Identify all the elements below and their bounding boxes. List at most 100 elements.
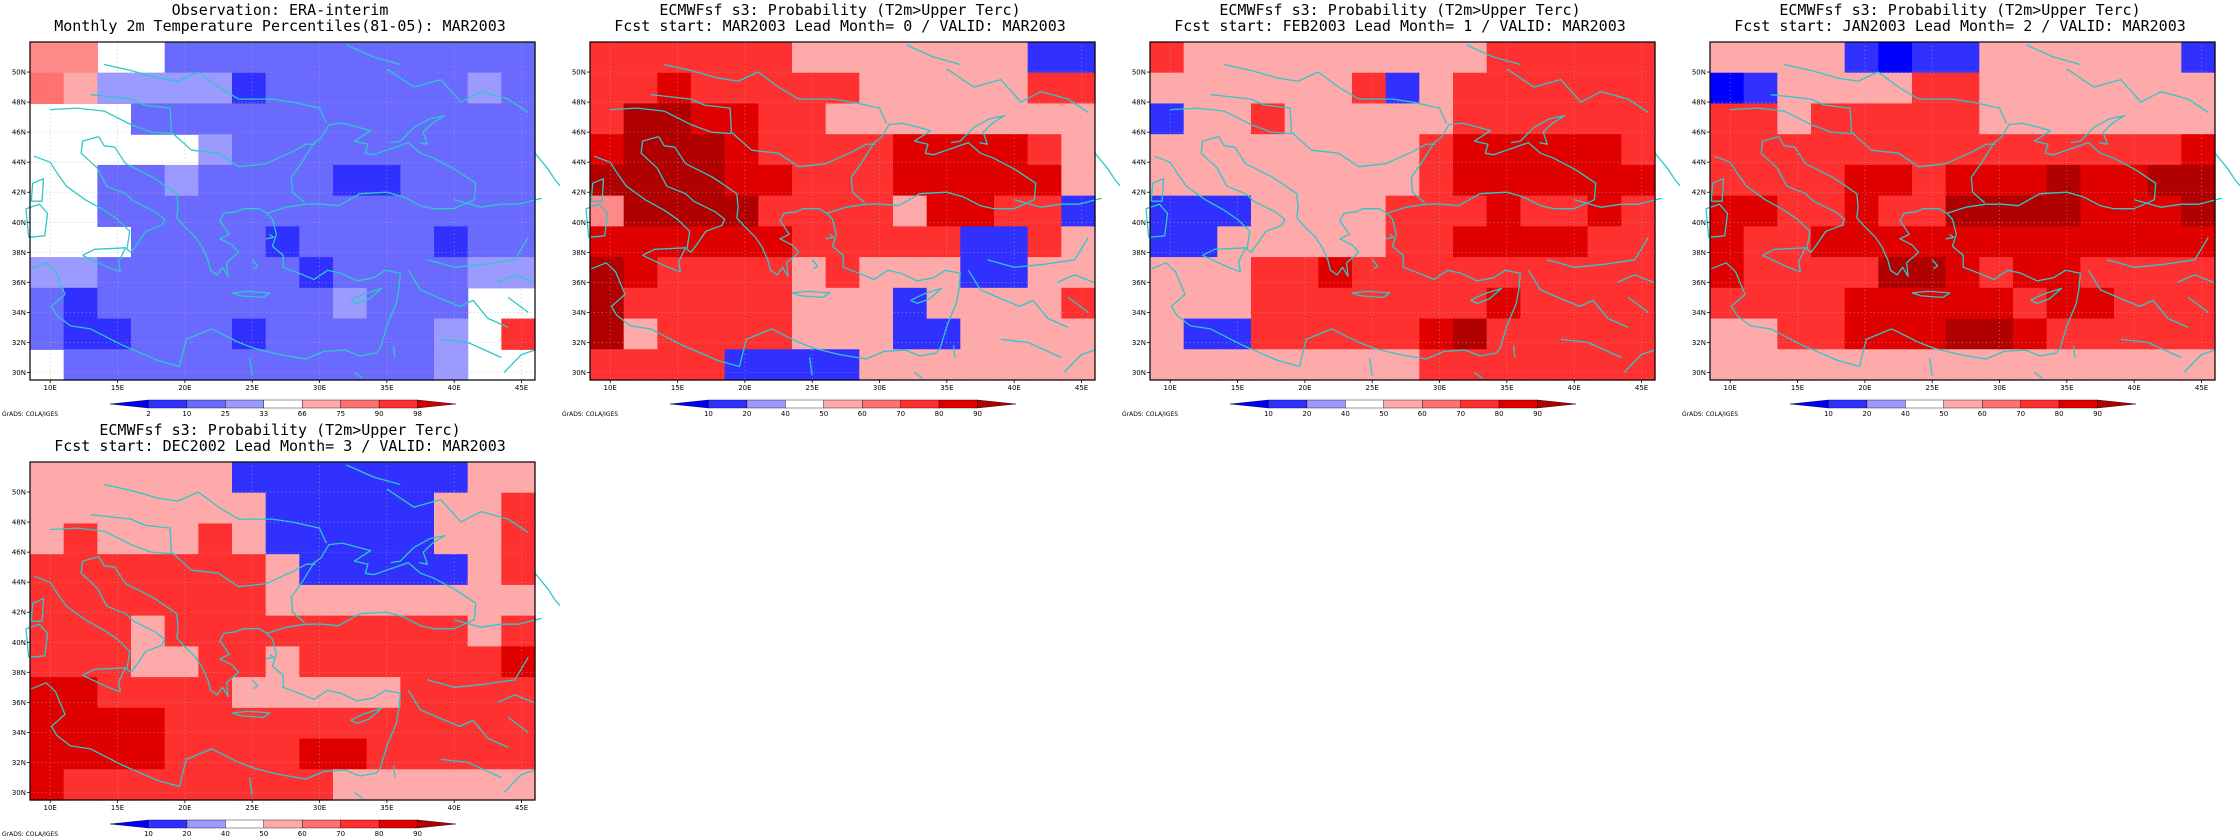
grid-cell: [30, 615, 65, 647]
grid-cell: [1217, 134, 1252, 166]
grid-cell: [63, 677, 98, 709]
grid-cell: [1520, 164, 1555, 197]
lat-tick-label: 32N: [1132, 339, 1146, 347]
lat-tick-label: 36N: [12, 699, 26, 707]
grid-cell: [2147, 72, 2182, 105]
grid-cell: [400, 707, 435, 740]
colorbar-segment: [1982, 399, 2021, 409]
grid-cell: [1979, 257, 2014, 289]
grid-cell: [926, 195, 961, 227]
grid-cell: [265, 42, 300, 74]
grid-cell: [501, 584, 536, 617]
grid-cell: [1777, 349, 1812, 381]
grid-cell: [1217, 226, 1252, 258]
grid-cell: [400, 287, 435, 320]
grid-cell: [1486, 103, 1521, 135]
grid-cell: [1150, 103, 1185, 135]
grid-cell: [724, 318, 759, 350]
grid-cell: [299, 492, 334, 525]
grid-cell: [131, 195, 166, 227]
coastline: [197, 71, 327, 124]
grid-cell: [1979, 318, 2014, 350]
coastline: [503, 769, 536, 793]
grid-cell: [1743, 42, 1778, 74]
grid-cell: [1150, 349, 1185, 381]
panel-title-line1: ECMWFsf s3: Probability (T2m>Upper Terc): [99, 421, 461, 439]
colorbar-label: 90: [973, 410, 982, 418]
grid-cell: [1183, 349, 1218, 381]
grid-cell: [164, 707, 199, 740]
grid-cell: [691, 257, 726, 289]
coastline: [1911, 290, 1951, 299]
grid-cell: [1945, 226, 1980, 258]
grid-cell: [1217, 42, 1252, 74]
grid-cell: [30, 646, 65, 678]
colorbar: 10 20 40 50 60 70 80 90: [1229, 399, 1577, 418]
grid-cell: [501, 42, 536, 74]
grid-cell: [1554, 195, 1589, 227]
coastline: [1928, 357, 1933, 376]
grads-credit: GrADS: COLA/IGES: [1682, 411, 1739, 418]
coastline: [454, 617, 542, 628]
colorbar-segment: [1537, 399, 1577, 409]
grid-cell: [2013, 318, 2048, 350]
panel-lead-3: 50N 48N 46N 44N 42N 40N 38N 36N 34N 32N 30N 10E 15E 2…: [0, 420, 560, 840]
grid-cell: [1520, 287, 1555, 320]
colorbar-segment: [1383, 399, 1423, 409]
grid-cell: [198, 349, 233, 381]
coastline: [503, 349, 536, 373]
colorbar-label: 70: [2016, 410, 2025, 418]
grid-cell: [131, 318, 166, 350]
lat-tick-label: 30N: [12, 369, 26, 377]
colorbar-segment: [225, 399, 264, 409]
grid-cell: [1710, 195, 1745, 227]
grid-cell: [1520, 72, 1555, 105]
grid-cell: [1183, 287, 1218, 320]
grid-cell: [131, 615, 166, 647]
grid-cell: [501, 523, 536, 555]
coastline: [2120, 338, 2182, 359]
grid-cell: [691, 226, 726, 258]
lat-tick-label: 34N: [1692, 309, 1706, 317]
grid-cell: [1183, 134, 1218, 166]
colorbar-segment: [669, 399, 709, 409]
grid-cell: [198, 134, 233, 166]
grid-cell: [131, 554, 166, 586]
grid-cell: [1878, 349, 1913, 381]
grid-cell: [691, 103, 726, 135]
grid-cell: [623, 164, 658, 197]
grid-cell: [859, 195, 894, 227]
grid-cell: [1777, 195, 1812, 227]
grid-cell: [2013, 287, 2048, 320]
lon-tick-label: 25E: [1366, 384, 1379, 392]
colorbar-label: 60: [858, 410, 867, 418]
grid-cell: [434, 462, 469, 494]
coastline: [82, 667, 127, 693]
coastline: [1057, 274, 1094, 284]
grid-cell: [299, 257, 334, 289]
grid-cell: [97, 492, 132, 525]
grid-cell: [467, 164, 502, 197]
grid-cell: [366, 103, 401, 135]
grid-cell: [434, 769, 469, 801]
colorbar-label: 80: [2055, 410, 2064, 418]
grid-cell: [232, 287, 267, 320]
grid-cell: [1945, 287, 1980, 320]
grid-cell: [467, 42, 502, 74]
grid-cell: [97, 72, 132, 105]
grid-cell: [724, 287, 759, 320]
lon-tick-label: 25E: [806, 384, 819, 392]
grid-cell: [2046, 134, 2081, 166]
map-frame: [29, 41, 536, 381]
grid-cell: [299, 195, 334, 227]
lon-tick-label: 30E: [313, 804, 326, 812]
colorbar-label: 20: [742, 410, 751, 418]
coastline: [392, 345, 396, 358]
grid-cell: [859, 287, 894, 320]
panel-title-line2: Fcst start: MAR2003 Lead Month= 0 / VALI…: [614, 17, 1066, 35]
grid-cell: [1587, 349, 1622, 381]
grid-cell: [1912, 103, 1947, 135]
grid-cell: [501, 257, 536, 289]
grid-cell: [63, 646, 98, 678]
grid-cell: [97, 677, 132, 709]
